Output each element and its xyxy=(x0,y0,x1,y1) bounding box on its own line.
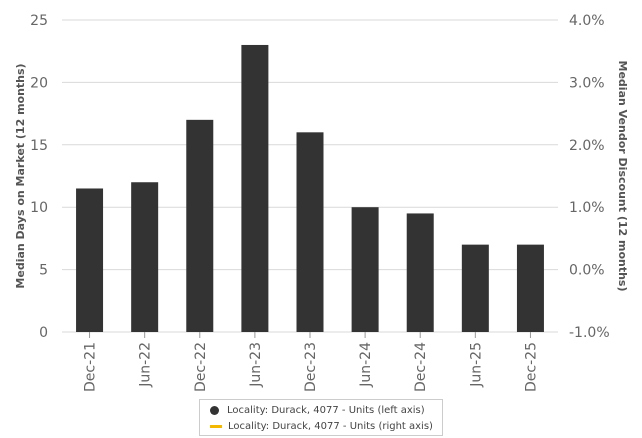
y-right-tick-label: 2.0% xyxy=(569,138,605,154)
x-axis-ticks: Dec-21 Jun-22 Dec-22 Jun-23 Dec-23 Jun-24 Dec-… xyxy=(83,332,539,392)
x-tick-label: Dec-25 xyxy=(523,342,539,392)
legend-label: Locality: Durack, 4077 - Units (left axi… xyxy=(227,405,425,416)
legend-label: Locality: Durack, 4077 - Units (right ax… xyxy=(228,421,433,432)
x-tick-label: Dec-22 xyxy=(193,342,209,392)
y-axis-title: Median Days on Market (12 months) xyxy=(14,63,27,288)
y-right-tick-label: 0.0% xyxy=(569,263,605,279)
x-tick-label: Dec-24 xyxy=(413,342,429,392)
legend-line-icon xyxy=(210,425,222,428)
x-tick-label: Jun-25 xyxy=(468,342,484,388)
bar[interactable] xyxy=(351,207,379,332)
y-tick-label: 25 xyxy=(30,13,48,29)
legend-item-left-axis[interactable]: Locality: Durack, 4077 - Units (left axi… xyxy=(210,405,425,416)
x-tick-label: Jun-22 xyxy=(138,342,154,388)
y-tick-label: 5 xyxy=(39,263,48,279)
bar[interactable] xyxy=(76,188,104,332)
y-tick-label: 0 xyxy=(39,325,48,341)
bars xyxy=(76,44,544,333)
x-tick-label: Dec-23 xyxy=(303,342,319,392)
legend: Locality: Durack, 4077 - Units (left axi… xyxy=(199,399,443,436)
y-tick-label: 10 xyxy=(30,200,48,216)
x-tick-label: Jun-24 xyxy=(358,342,374,388)
bar[interactable] xyxy=(296,132,324,332)
legend-item-right-axis[interactable]: Locality: Durack, 4077 - Units (right ax… xyxy=(210,421,433,432)
y-right-tick-label: 4.0% xyxy=(569,13,605,29)
y-tick-label: 15 xyxy=(30,138,48,154)
bar[interactable] xyxy=(461,244,489,332)
right-axis-ticks: -1.0% 0.0% 1.0% 2.0% 3.0% 4.0% xyxy=(569,13,610,341)
x-tick-label: Dec-21 xyxy=(83,342,99,392)
x-tick-label: Jun-23 xyxy=(248,342,264,388)
y-tick-label: 20 xyxy=(30,75,48,91)
bar[interactable] xyxy=(131,182,159,332)
bar[interactable] xyxy=(406,213,434,332)
left-axis-ticks: 0 5 10 15 20 25 xyxy=(30,13,48,341)
bar[interactable] xyxy=(186,119,214,332)
y-axis-right-title: Median Vendor Discount (12 months) xyxy=(616,61,629,292)
legend-dot-icon xyxy=(210,406,219,415)
y-right-tick-label: 3.0% xyxy=(569,75,605,91)
bar[interactable] xyxy=(516,244,544,332)
y-right-tick-label: -1.0% xyxy=(569,325,610,341)
bar[interactable] xyxy=(241,44,269,333)
y-right-tick-label: 1.0% xyxy=(569,200,605,216)
